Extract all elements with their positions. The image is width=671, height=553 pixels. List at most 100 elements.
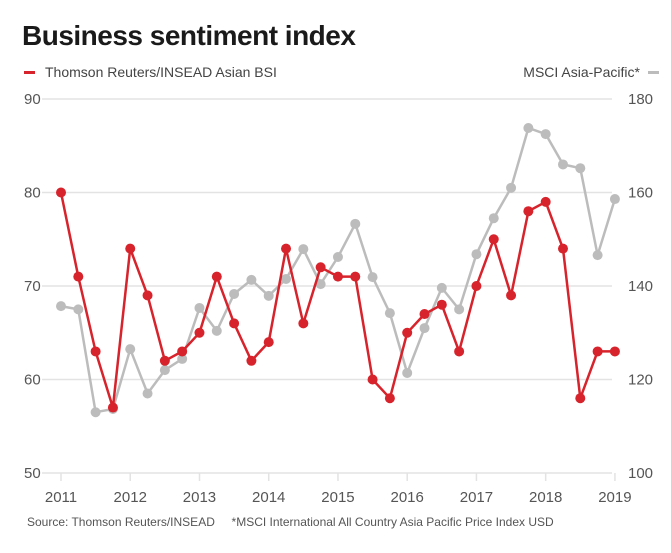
data-point-msci [142, 388, 153, 399]
y-right-tick-label: 140 [628, 278, 653, 295]
data-point-msci [56, 301, 66, 312]
data-point-bsi [281, 243, 292, 254]
data-point-bsi [246, 355, 257, 366]
data-point-msci [332, 252, 343, 263]
data-point-bsi [159, 355, 170, 366]
data-point-msci [367, 272, 378, 283]
data-point-bsi [523, 206, 534, 217]
y-left-tick-label: 60 [24, 372, 41, 389]
data-point-msci [229, 288, 240, 299]
data-point-msci [506, 182, 517, 193]
data-point-msci [540, 129, 551, 140]
data-point-msci [471, 249, 482, 260]
data-point-bsi [557, 243, 568, 254]
data-point-bsi [229, 318, 240, 329]
legend-item-bsi: Thomson Reuters/INSEAD Asian BSI [24, 64, 277, 80]
data-point-bsi [177, 346, 188, 357]
y-left-tick-label: 70 [24, 278, 41, 295]
data-point-msci [125, 344, 136, 355]
data-point-bsi [142, 290, 153, 301]
y-right-tick-label: 120 [628, 372, 653, 389]
data-point-bsi [367, 374, 378, 385]
data-point-msci [211, 325, 222, 336]
data-point-bsi [592, 346, 603, 357]
legend-swatch-msci [648, 70, 659, 74]
x-tick-label: 2014 [252, 489, 285, 506]
x-tick-label: 2016 [391, 489, 424, 506]
x-tick-label: 2018 [529, 489, 562, 506]
data-point-msci [575, 163, 586, 174]
legend-item-msci: MSCI Asia-Pacific* [523, 64, 659, 80]
x-tick-label: 2019 [598, 489, 631, 506]
data-point-bsi [56, 187, 66, 198]
y-right-tick-label: 180 [628, 91, 653, 108]
data-point-bsi [73, 271, 84, 282]
data-point-msci [384, 308, 395, 319]
data-point-msci [488, 213, 499, 224]
x-axis: 2011 2012 2013 2014 2015 2016 2017 2018 2019 [45, 473, 632, 506]
data-point-bsi [419, 309, 430, 320]
x-tick-label: 2012 [114, 489, 147, 506]
data-point-msci [90, 407, 101, 418]
data-point-msci [609, 194, 620, 205]
data-point-msci [177, 353, 188, 364]
legend-label-bsi: Thomson Reuters/INSEAD Asian BSI [45, 64, 277, 80]
y-left-tick-label: 80 [24, 185, 41, 202]
data-point-bsi [471, 281, 482, 291]
legend-swatch-bsi [24, 70, 35, 74]
gridlines [42, 98, 612, 474]
data-point-msci [350, 218, 361, 229]
data-point-bsi [384, 393, 395, 404]
data-point-bsi [609, 346, 620, 357]
data-point-bsi [194, 327, 205, 338]
data-point-msci [315, 279, 326, 290]
data-point-msci [436, 282, 447, 293]
y-left-tick-label: 90 [24, 91, 41, 108]
data-point-msci [592, 250, 603, 261]
data-point-bsi [540, 196, 551, 207]
y-right-tick-label: 100 [628, 465, 653, 482]
data-point-bsi [575, 393, 586, 404]
data-point-msci [246, 274, 257, 285]
data-point-msci [263, 290, 274, 301]
series-layer [56, 122, 620, 418]
data-point-bsi [402, 327, 413, 338]
footer: Source: Thomson Reuters/INSEAD *MSCI Int… [27, 515, 554, 529]
data-point-bsi [350, 271, 361, 282]
data-point-bsi [436, 299, 447, 310]
data-point-bsi [90, 346, 101, 357]
data-point-bsi [263, 337, 274, 348]
data-point-msci [557, 159, 568, 170]
data-point-msci [159, 365, 170, 376]
x-tick-label: 2013 [183, 489, 216, 506]
data-point-msci [194, 302, 205, 313]
data-point-bsi [298, 318, 309, 329]
data-point-msci [454, 304, 465, 315]
data-point-bsi [454, 346, 465, 357]
data-point-bsi [107, 402, 118, 413]
x-tick-label: 2011 [45, 489, 77, 506]
data-point-bsi [315, 262, 326, 273]
y-left-tick-label: 50 [24, 465, 41, 482]
series-line-msci [60, 126, 617, 414]
data-point-msci [419, 323, 430, 334]
chart-title: Business sentiment index [22, 20, 356, 51]
x-tick-label: 2017 [460, 489, 493, 506]
data-point-msci [73, 304, 84, 315]
data-point-bsi [332, 271, 343, 282]
data-point-msci [298, 244, 309, 255]
y-axis-left: 50 60 70 80 90 [24, 91, 41, 482]
data-point-msci [281, 273, 292, 284]
data-point-bsi [488, 234, 499, 245]
footnote-text: *MSCI International All Country Asia Pac… [231, 515, 554, 529]
data-point-bsi [506, 290, 517, 301]
series-line-bsi [59, 192, 615, 409]
source-text: Source: Thomson Reuters/INSEAD [27, 515, 215, 529]
data-point-bsi [125, 243, 136, 254]
y-axis-right: 100 120 140 160 180 [628, 91, 653, 482]
x-tick-label: 2015 [321, 489, 354, 506]
data-point-msci [523, 122, 534, 133]
legend-label-msci: MSCI Asia-Pacific* [523, 64, 640, 80]
data-point-msci [402, 367, 413, 378]
